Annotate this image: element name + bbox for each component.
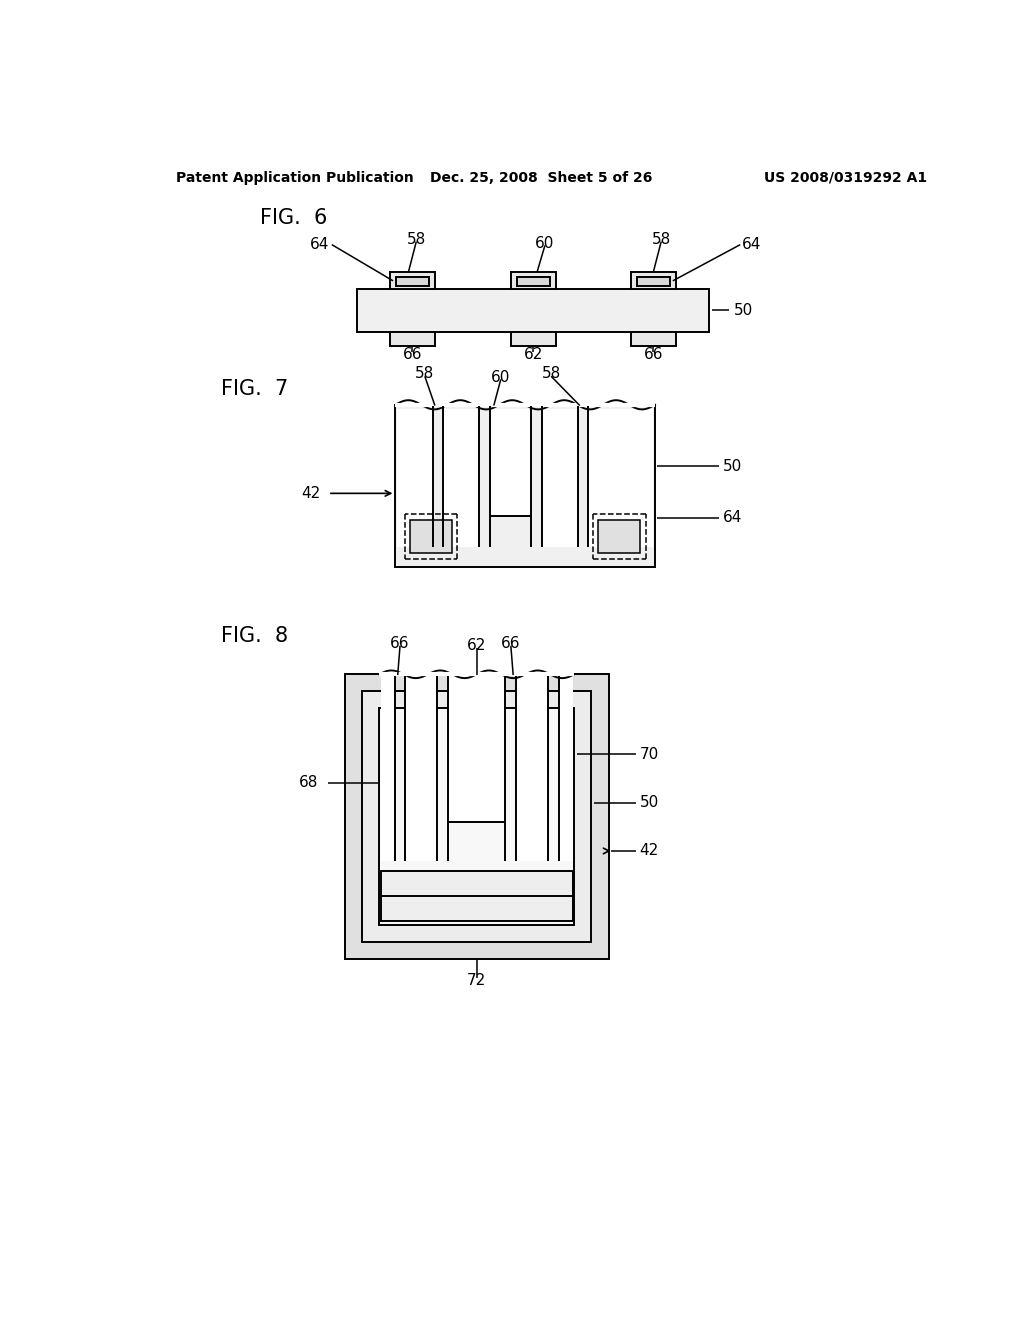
- Bar: [381, 675, 394, 861]
- Text: 58: 58: [407, 232, 426, 247]
- Bar: [511, 331, 556, 346]
- Text: 66: 66: [501, 636, 520, 651]
- Text: 50: 50: [734, 304, 754, 318]
- Bar: [381, 871, 572, 921]
- Text: FIG.  8: FIG. 8: [221, 626, 288, 645]
- Text: US 2008/0319292 A1: US 2008/0319292 A1: [764, 170, 927, 185]
- Text: 62: 62: [467, 639, 486, 653]
- Bar: [390, 272, 435, 289]
- Text: Patent Application Publication: Patent Application Publication: [176, 170, 414, 185]
- Text: 64: 64: [742, 238, 762, 252]
- Text: 60: 60: [492, 370, 510, 384]
- Bar: [489, 409, 531, 516]
- Text: FIG.  6: FIG. 6: [260, 207, 327, 227]
- Bar: [406, 675, 437, 861]
- Text: 58: 58: [651, 232, 671, 247]
- Bar: [395, 405, 655, 566]
- Bar: [631, 272, 676, 289]
- Text: Dec. 25, 2008  Sheet 5 of 26: Dec. 25, 2008 Sheet 5 of 26: [430, 170, 652, 185]
- Text: 62: 62: [523, 347, 543, 362]
- Text: 66: 66: [644, 347, 664, 362]
- Bar: [362, 692, 592, 942]
- Bar: [443, 409, 479, 548]
- Text: 64: 64: [309, 238, 329, 252]
- Text: FIG.  7: FIG. 7: [221, 379, 288, 400]
- Text: 72: 72: [467, 973, 486, 989]
- Bar: [396, 277, 429, 286]
- Text: 70: 70: [640, 747, 658, 762]
- Bar: [637, 277, 670, 286]
- Bar: [345, 675, 608, 960]
- Bar: [517, 277, 550, 286]
- Bar: [559, 675, 572, 861]
- Bar: [516, 675, 548, 861]
- Bar: [511, 272, 556, 289]
- Text: 66: 66: [390, 636, 410, 651]
- Text: 42: 42: [640, 843, 658, 858]
- Bar: [589, 409, 653, 548]
- Bar: [356, 289, 710, 331]
- Text: 50: 50: [723, 459, 742, 474]
- Text: 42: 42: [301, 486, 321, 500]
- Text: 50: 50: [640, 795, 658, 810]
- Bar: [449, 675, 506, 822]
- Text: 58: 58: [415, 367, 434, 381]
- Text: 58: 58: [542, 367, 561, 381]
- Bar: [542, 409, 578, 548]
- Text: 60: 60: [536, 235, 555, 251]
- Bar: [631, 331, 676, 346]
- Text: 66: 66: [402, 347, 422, 362]
- Bar: [379, 708, 574, 925]
- Bar: [598, 520, 640, 553]
- Text: 68: 68: [299, 775, 317, 791]
- Bar: [397, 409, 432, 548]
- Text: 64: 64: [723, 511, 742, 525]
- Bar: [410, 520, 452, 553]
- Bar: [390, 331, 435, 346]
